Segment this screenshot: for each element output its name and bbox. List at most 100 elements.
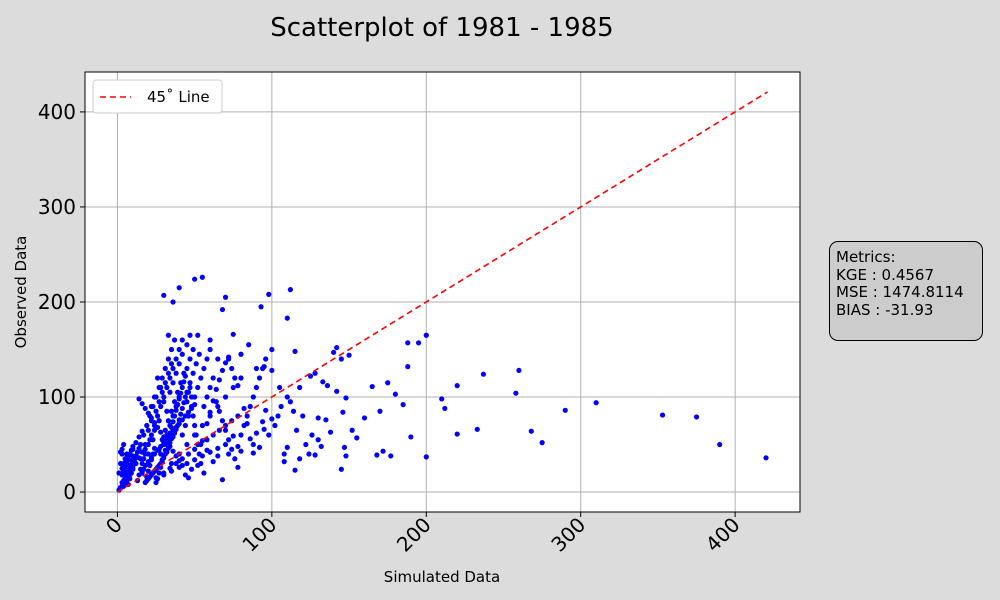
data-point (241, 405, 247, 412)
data-point (175, 389, 181, 395)
data-point (266, 432, 272, 438)
data-point (162, 365, 168, 372)
data-point (312, 452, 318, 458)
data-point (513, 390, 519, 396)
data-point (341, 444, 348, 450)
data-point (182, 413, 188, 419)
data-point (259, 419, 266, 425)
data-point (219, 477, 226, 483)
data-point (170, 365, 176, 372)
data-point (275, 413, 281, 419)
metrics-box: Metrics: KGE : 0.4567 MSE : 1474.8114 BI… (829, 241, 983, 341)
data-point (195, 384, 201, 391)
data-point (323, 417, 329, 423)
data-point (168, 361, 175, 367)
data-point (184, 460, 190, 467)
data-point (309, 432, 315, 438)
data-point (324, 383, 331, 389)
data-point (287, 287, 293, 293)
data-point (133, 440, 139, 446)
data-point (204, 356, 210, 362)
data-point (253, 384, 260, 391)
data-point (238, 351, 244, 357)
data-point (207, 337, 213, 343)
data-point (229, 446, 235, 452)
data-point (259, 365, 266, 372)
data-point (318, 443, 324, 450)
x-tick-label: 200 (392, 513, 436, 557)
data-point (415, 340, 422, 346)
data-point (269, 416, 275, 422)
data-point (474, 426, 480, 432)
data-point (263, 407, 269, 413)
data-point (139, 401, 145, 407)
data-point (693, 414, 700, 420)
data-point (204, 447, 210, 453)
data-point (349, 427, 355, 433)
data-point (338, 356, 344, 362)
data-point (258, 304, 264, 310)
data-point (338, 466, 344, 472)
data-point (216, 408, 222, 414)
data-point (192, 446, 198, 452)
data-point (122, 464, 128, 470)
data-point (201, 365, 207, 372)
legend-label: 45˚ Line (147, 88, 210, 106)
data-point (162, 427, 168, 433)
data-point (199, 422, 205, 429)
data-point (253, 430, 260, 436)
data-point (190, 370, 196, 376)
data-point (136, 434, 142, 440)
data-point (230, 384, 236, 391)
data-point (182, 472, 188, 478)
data-point (201, 403, 207, 410)
metric-mse: MSE : 1474.8114 (836, 283, 964, 301)
data-point (297, 456, 303, 462)
data-point (153, 475, 159, 481)
data-point (235, 383, 241, 389)
data-point (187, 356, 193, 362)
y-tick-label: 300 (38, 195, 76, 219)
data-point (290, 408, 297, 414)
data-point (168, 460, 175, 467)
data-point (167, 422, 173, 429)
data-point (148, 455, 155, 461)
data-point (306, 451, 312, 457)
data-point (238, 432, 244, 438)
data-point (130, 443, 136, 450)
data-point (147, 437, 153, 443)
data-point (181, 370, 187, 376)
data-point (145, 427, 151, 433)
data-point (346, 352, 352, 358)
data-point (187, 380, 193, 386)
data-point (119, 451, 125, 457)
data-point (154, 447, 161, 453)
data-point (388, 453, 394, 459)
y-tick-label: 400 (38, 100, 76, 124)
data-point (354, 435, 360, 441)
data-point (340, 409, 346, 415)
data-point (593, 400, 599, 406)
chart-title: Scatterplot of 1981 - 1985 (270, 13, 613, 43)
metric-kge: KGE : 0.4567 (836, 265, 935, 284)
data-point (327, 429, 334, 435)
data-point (226, 437, 232, 443)
data-point (246, 342, 252, 348)
data-point (179, 351, 185, 357)
data-point (201, 470, 207, 476)
data-point (148, 403, 155, 410)
data-point (272, 422, 278, 429)
data-point (133, 460, 139, 467)
data-point (293, 427, 300, 433)
data-point (188, 405, 195, 412)
data-point (167, 375, 173, 381)
data-point (717, 441, 723, 448)
data-point (178, 380, 184, 386)
data-point (659, 412, 666, 418)
data-point (168, 408, 175, 414)
data-point (343, 395, 349, 401)
data-point (281, 451, 287, 457)
data-point (142, 405, 148, 412)
data-point (320, 379, 326, 385)
data-point (137, 441, 144, 448)
